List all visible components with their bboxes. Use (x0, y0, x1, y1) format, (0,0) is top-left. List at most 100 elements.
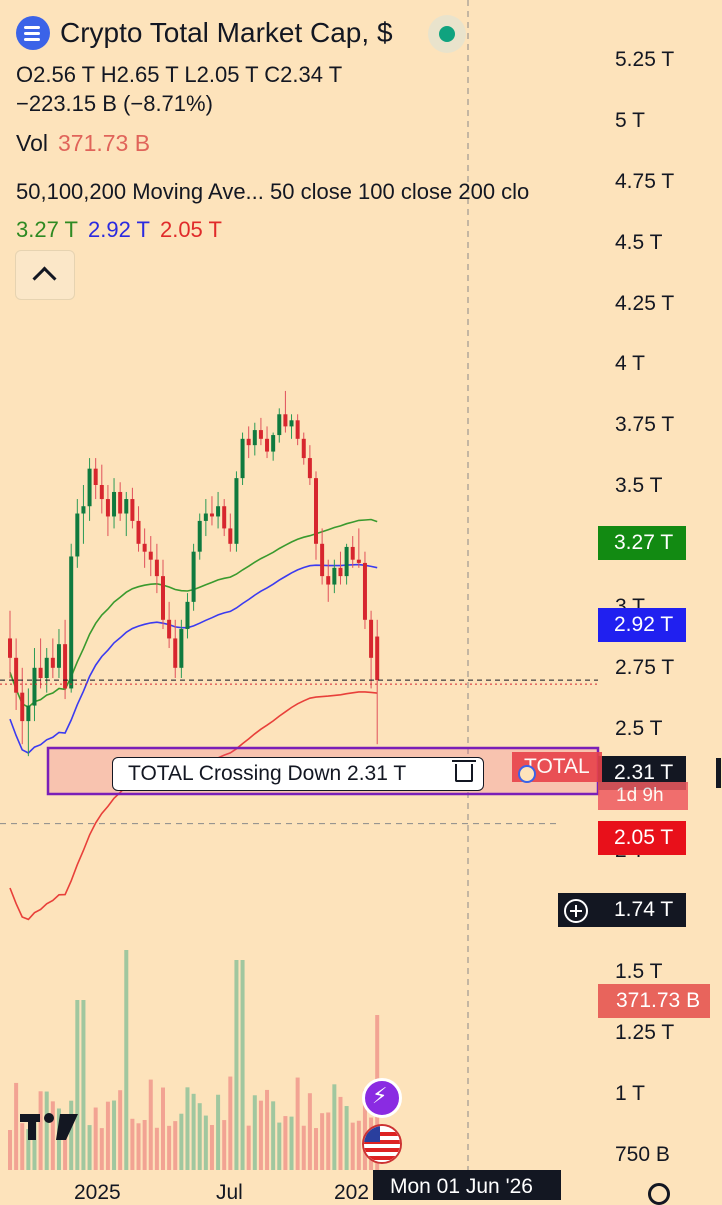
status-dot-icon (439, 26, 455, 42)
alert-handle[interactable] (518, 765, 536, 783)
y-tick: 3.5 T (615, 474, 663, 497)
price-scale-handle[interactable] (716, 758, 721, 788)
ma200-price-label: 2.05 T (598, 821, 686, 855)
volume-bar (105, 1101, 110, 1170)
volume-bar (32, 1115, 37, 1170)
volume-bar (265, 1089, 270, 1170)
trash-icon[interactable] (452, 760, 476, 782)
candle-body (118, 491, 123, 514)
candle-body (191, 551, 196, 602)
y-tick: 4.25 T (615, 292, 675, 315)
volume-bar (203, 1115, 208, 1170)
volume-bar (191, 1093, 196, 1170)
candle-body (81, 506, 86, 514)
ma50-value: 3.27 T (16, 217, 78, 242)
add-alert-plus-icon[interactable] (564, 899, 588, 923)
candle-body (87, 468, 92, 507)
candle-body (258, 430, 263, 439)
candle-body (344, 546, 349, 577)
ohlc-values: O2.56 T H2.65 T L2.05 T C2.34 T (16, 62, 343, 87)
candle-body (93, 468, 98, 485)
candle-body (240, 438, 245, 479)
volume-bar (112, 1100, 117, 1170)
volume-bar (197, 1103, 202, 1170)
alert-label[interactable]: TOTAL Crossing Down 2.31 T (112, 757, 484, 791)
candle-body (320, 543, 325, 577)
volume-bar (87, 1125, 92, 1170)
candle-body (326, 576, 331, 585)
candle-body (283, 414, 288, 427)
alert-text: TOTAL Crossing Down 2.31 T (128, 762, 407, 785)
volume-bar (148, 1079, 153, 1170)
volume-bar (93, 1107, 98, 1170)
candle-body (179, 629, 184, 668)
candle-body (136, 520, 141, 544)
candle-body (265, 438, 270, 452)
volume-bar (173, 1121, 178, 1170)
tradingview-logo (20, 1113, 78, 1140)
volume-bar (301, 1125, 306, 1170)
volume-bar (44, 1091, 49, 1170)
y-tick: 2.75 T (615, 656, 675, 679)
volume-bar (26, 1129, 31, 1170)
us-flag-icon[interactable] (362, 1124, 402, 1164)
candle-body (56, 644, 61, 668)
volume-bar (252, 1095, 257, 1170)
candle-body (32, 667, 37, 706)
symbol-logo-icon (16, 16, 50, 50)
candle-body (216, 506, 221, 517)
chevron-up-icon (32, 266, 57, 291)
volume-legend[interactable]: Vol 371.73 B (16, 130, 150, 157)
symbol-title-row[interactable]: Crypto Total Market Cap, $ (16, 16, 393, 50)
candle-body (350, 546, 355, 560)
volume-bar (228, 1076, 233, 1170)
collapse-legend-button[interactable] (15, 250, 75, 300)
symbol-title[interactable]: Crypto Total Market Cap, $ (60, 17, 393, 48)
y-tick: 1.5 T (615, 960, 663, 983)
volume-bar (344, 1106, 349, 1170)
volume-bar (283, 1116, 288, 1170)
candle-body (173, 638, 178, 668)
candle-body (142, 543, 147, 552)
y-tick: 4 T (615, 352, 645, 375)
volume-bar (69, 1100, 74, 1170)
volume-bar (258, 1100, 263, 1170)
candle-body (338, 567, 343, 577)
candle-body (332, 567, 337, 585)
ma100-line (9, 563, 378, 754)
volume-bar (8, 1130, 12, 1170)
candle-body (161, 576, 165, 620)
candle-body (307, 458, 312, 479)
volume-bar (314, 1128, 318, 1170)
y-tick: 2.5 T (615, 717, 663, 740)
crosshair-date-label: Mon 01 Jun '26 (373, 1170, 561, 1200)
candle-body (105, 499, 110, 517)
ma-indicator-title[interactable]: 50,100,200 Moving Ave... 50 close 100 cl… (16, 179, 530, 204)
volume-value: 371.73 B (57, 130, 151, 156)
candle-body (234, 478, 239, 544)
candle-body (130, 499, 135, 521)
candle-body (185, 601, 190, 630)
candle-body (228, 528, 233, 544)
volume-bar (142, 1120, 147, 1170)
volume-bar (63, 1128, 68, 1170)
candle-body (246, 438, 251, 446)
bolt-icon[interactable] (362, 1078, 402, 1118)
market-status-indicator[interactable] (428, 15, 466, 53)
ma200-line (9, 691, 378, 921)
volume-bar (362, 1089, 367, 1170)
x-tick: 202 (334, 1181, 370, 1204)
candle-body (20, 692, 25, 722)
candle-body (289, 420, 294, 427)
candle-body (277, 414, 282, 436)
candle-body (26, 705, 31, 722)
volume-bar (130, 1118, 135, 1170)
gear-icon[interactable] (648, 1183, 670, 1205)
volume-bar (118, 1090, 123, 1170)
candle-body (167, 619, 172, 639)
volume-bar (124, 950, 129, 1170)
volume-bar (307, 1093, 312, 1170)
volume-bar (234, 960, 239, 1170)
candle-body (75, 513, 80, 557)
